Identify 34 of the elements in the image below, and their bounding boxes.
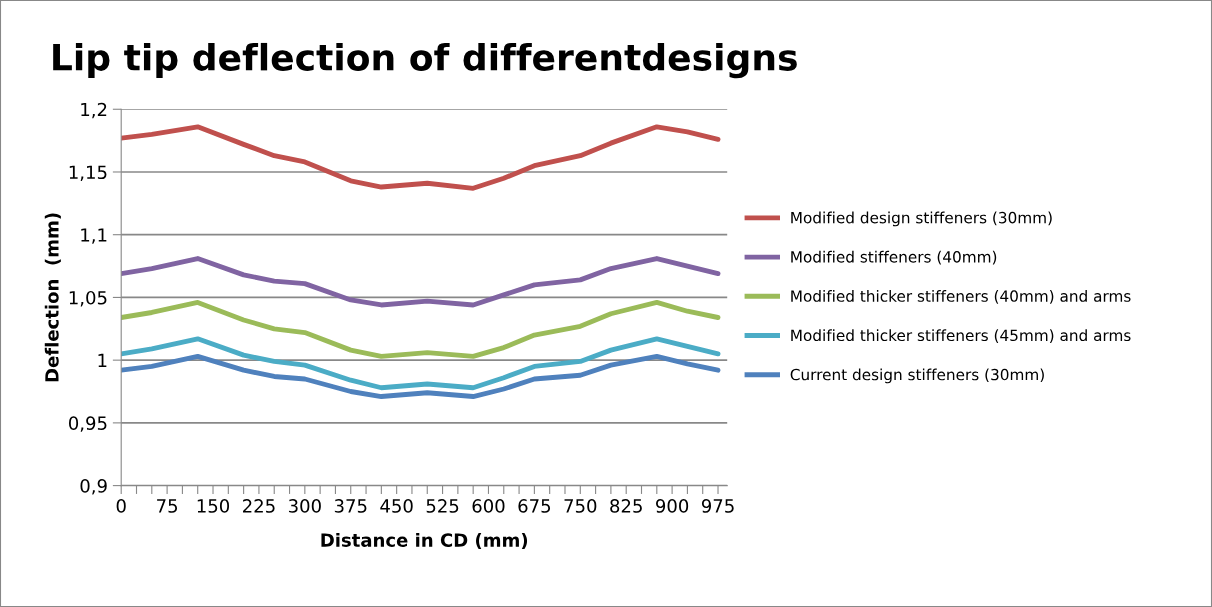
x-tick-label: 525 <box>426 499 459 513</box>
chart-title: Lip tip deflection of differentdesigns <box>53 42 797 79</box>
x-tick-label: 225 <box>243 499 275 513</box>
x-tick-label: 150 <box>197 499 230 513</box>
x-tick-label: 975 <box>701 499 734 513</box>
x-tick-label: 0 <box>116 499 126 513</box>
y-tick-label: 0,95 <box>68 416 107 432</box>
legend-label: Modified thicker stiffeners (45mm) and arms <box>791 329 1131 343</box>
line-series <box>121 124 721 191</box>
line-series <box>121 300 721 359</box>
y-tick-label: 1,15 <box>69 165 107 181</box>
line-series <box>121 353 721 399</box>
y-tick-label: 1,2 <box>81 102 107 119</box>
legend-label: Modified stiffeners (40mm) <box>791 250 997 265</box>
y-tick-label: 1,05 <box>69 290 107 307</box>
x-tick-label: 300 <box>288 499 321 513</box>
x-tick-label: 825 <box>610 499 642 513</box>
x-tick-label: 900 <box>656 499 689 513</box>
y-tick-label: 0,9 <box>80 479 107 495</box>
x-tick-label: 600 <box>472 499 505 513</box>
line-series <box>121 256 721 308</box>
y-tick-label: 1,1 <box>81 228 107 244</box>
legend-label: Current design stiffeners (30mm) <box>790 368 1044 384</box>
line-series <box>121 336 721 391</box>
x-tick-label: 375 <box>334 499 367 513</box>
legend-label: Modified design stiffeners (30mm) <box>791 211 1052 227</box>
y-axis-title: Deflection (mm) <box>44 213 61 382</box>
x-tick-label: 75 <box>157 499 178 513</box>
x-tick-label: 450 <box>380 499 413 513</box>
x-axis-title: Distance in CD (mm) <box>321 532 528 550</box>
x-tick-label: 675 <box>518 499 551 513</box>
y-tick-label: 1 <box>98 353 107 368</box>
legend-label: Modified thicker stiffeners (40mm) and arms <box>791 290 1131 304</box>
x-tick-label: 750 <box>564 499 597 513</box>
